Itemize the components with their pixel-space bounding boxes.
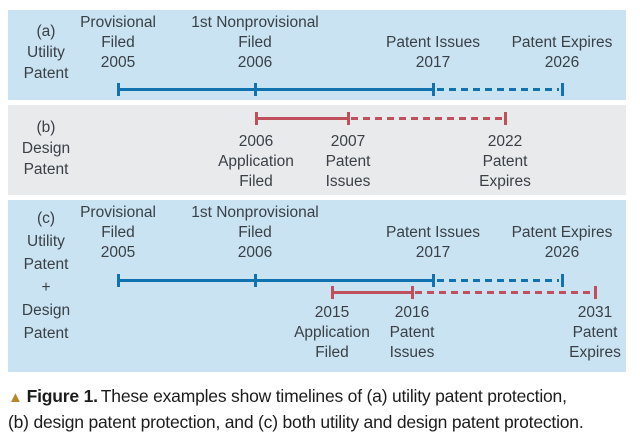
utility-timeline-dashed-segment (437, 88, 559, 91)
figure-label: Figure 1. (26, 386, 98, 406)
milestone-application-filed-2015: 2015 Application Filed (294, 304, 370, 361)
tick-2022-expires (504, 112, 507, 125)
panel-c-type-line: + (41, 279, 51, 296)
utility-timeline-solid-segment (118, 88, 433, 91)
design-timeline-solid-segment (256, 117, 348, 120)
tick-2031-expires (594, 286, 597, 299)
panel-a-type-line: Utility (27, 44, 65, 61)
milestone-provisional-filed-2005: Provisional Filed 2005 (80, 204, 156, 261)
tick-2015-application (331, 286, 334, 299)
panel-c-type-line: Design (21, 302, 71, 319)
figure-marker-icon: ▲ (8, 389, 23, 406)
panel-b-tag: (b) (36, 119, 56, 136)
tick-2005 (117, 274, 120, 287)
panel-c-type-line: Utility (27, 233, 65, 250)
milestone-patent-issues-2016: 2016 Patent Issues (389, 304, 435, 361)
tick-2006 (254, 274, 257, 287)
milestone-patent-expires-2026: Patent Expires 2026 (511, 224, 613, 261)
panel-b-side-label: (b) Design Patent (14, 117, 78, 180)
tick-2006 (254, 83, 257, 96)
panel-a-side-label: (a) Utility Patent (14, 21, 78, 84)
tick-2005 (117, 83, 120, 96)
caption-text-line1: These examples show timelines of (a) uti… (100, 386, 567, 406)
tick-2016-issues (411, 286, 414, 299)
milestone-patent-expires-2022: 2022 Patent Expires (479, 133, 531, 190)
panel-a-type-line: Patent (23, 65, 69, 82)
milestone-provisional-filed-2005: Provisional Filed 2005 (80, 14, 156, 71)
tick-2006-application (255, 112, 258, 125)
design-timeline-dashed-segment (351, 117, 502, 120)
design-timeline-solid-segment (332, 291, 412, 294)
milestone-nonprovisional-filed-2006: 1st Nonprovisional Filed 2006 (191, 204, 319, 261)
milestone-patent-issues-2007: 2007 Patent Issues (325, 133, 371, 190)
tick-2026 (561, 83, 564, 96)
panel-a-tag: (a) (36, 23, 56, 40)
utility-timeline-dashed-segment (437, 279, 559, 282)
tick-2026 (561, 274, 564, 287)
milestone-patent-expires-2026: Patent Expires 2026 (511, 34, 613, 71)
panel-c-tag: (c) (36, 210, 56, 227)
milestone-patent-issues-2017: Patent Issues 2017 (386, 224, 480, 261)
panel-b-type-line: Design (21, 140, 71, 157)
panel-c-type-line: Patent (23, 256, 69, 273)
figure-caption: ▲ Figure 1. These examples show timelines … (8, 384, 636, 435)
panel-c-utility-plus-design-patent: (c) Utility Patent + Design Patent Provi… (8, 200, 626, 372)
milestone-application-filed-2006: 2006 Application Filed (218, 133, 294, 190)
utility-timeline-solid-segment (118, 279, 433, 282)
caption-line-2: (b) design patent protection, and (c) bo… (8, 412, 584, 432)
tick-2017 (432, 83, 435, 96)
design-timeline-dashed-segment (415, 291, 592, 294)
milestone-nonprovisional-filed-2006: 1st Nonprovisional Filed 2006 (191, 14, 319, 71)
panel-c-type-line: Patent (23, 325, 69, 342)
milestone-patent-expires-2031: 2031 Patent Expires (569, 304, 621, 361)
tick-2007-issues (347, 112, 350, 125)
panel-c-side-label: (c) Utility Patent + Design Patent (14, 207, 78, 345)
tick-2017 (432, 274, 435, 287)
panel-b-design-patent: (b) Design Patent 2006 Application Filed… (8, 105, 626, 195)
panel-a-utility-patent: (a) Utility Patent Provisional Filed 200… (8, 10, 626, 100)
milestone-patent-issues-2017: Patent Issues 2017 (386, 34, 480, 71)
panel-b-type-line: Patent (23, 161, 69, 178)
caption-line-1: ▲ Figure 1. These examples show timelines … (8, 384, 636, 410)
